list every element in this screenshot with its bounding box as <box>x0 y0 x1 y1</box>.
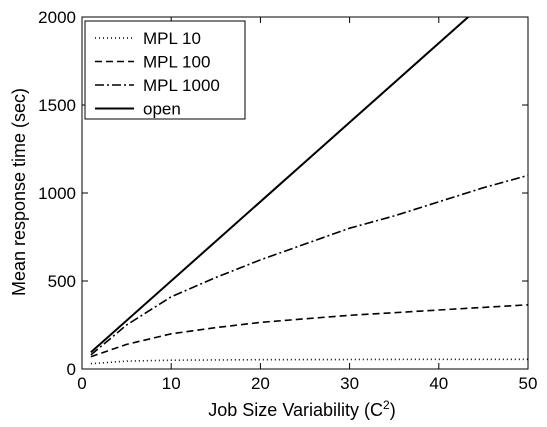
x-axis-title-superscript: 2 <box>383 398 390 412</box>
x-tick-label: 0 <box>77 374 86 393</box>
y-tick-label: 1000 <box>38 184 76 203</box>
x-tick-label: 50 <box>519 374 538 393</box>
x-axis-title: Job Size Variability (C2) <box>208 398 395 420</box>
series-line-3 <box>90 17 469 354</box>
x-tick-label: 20 <box>251 374 270 393</box>
y-tick-label: 2000 <box>38 8 76 27</box>
legend-label-3: open <box>143 100 181 119</box>
legend-label-2: MPL 1000 <box>143 76 220 95</box>
legend: MPL 10 MPL 100 MPL 1000 open <box>84 20 246 120</box>
y-tick-label: 1500 <box>38 96 76 115</box>
series-line-2 <box>90 174 528 356</box>
y-axis-title: Mean response time (sec) <box>9 88 29 296</box>
legend-label-0: MPL 10 <box>143 29 201 48</box>
series-layer <box>90 17 528 365</box>
y-tick-label: 500 <box>48 272 76 291</box>
x-tick-label: 10 <box>162 374 181 393</box>
series-line-1 <box>90 304 528 358</box>
x-tick-label: 30 <box>340 374 359 393</box>
x-tick-label: 40 <box>429 374 448 393</box>
series-line-0 <box>90 358 528 365</box>
legend-label-1: MPL 100 <box>143 53 210 72</box>
x-axis-title-close: ) <box>390 400 396 420</box>
y-tick-label: 0 <box>67 360 76 379</box>
